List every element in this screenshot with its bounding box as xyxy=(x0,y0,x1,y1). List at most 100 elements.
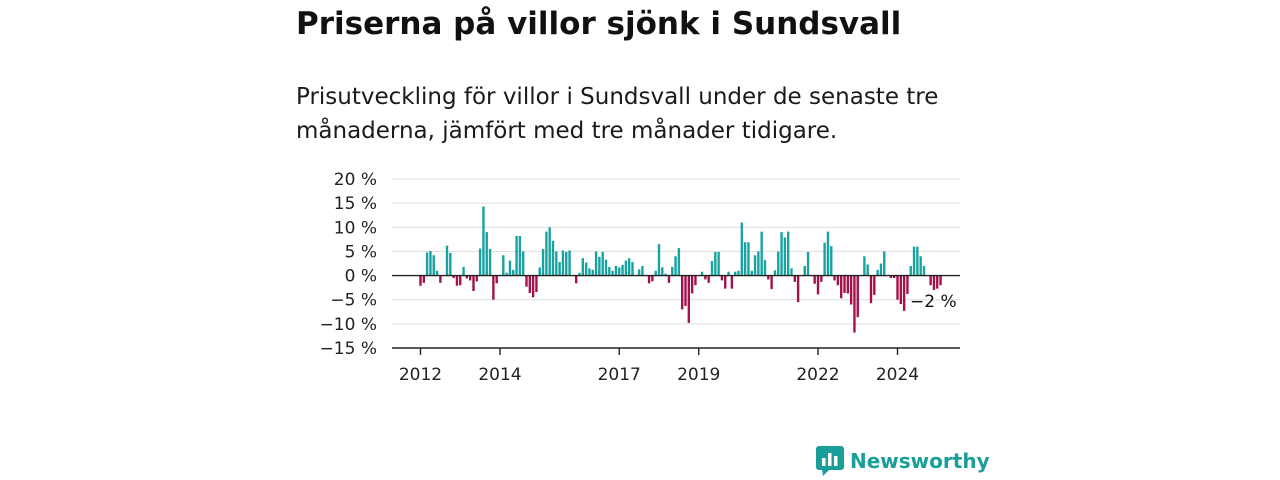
bar xyxy=(478,248,482,276)
bar xyxy=(419,275,422,286)
bar xyxy=(551,240,555,276)
bar xyxy=(677,248,681,276)
bar xyxy=(680,275,684,310)
bar xyxy=(833,275,836,281)
bar xyxy=(796,275,800,303)
bar xyxy=(899,275,903,305)
bar xyxy=(538,267,541,276)
newsworthy-logo-text: Newsworthy xyxy=(850,449,990,473)
bar xyxy=(704,275,707,280)
bar xyxy=(816,275,820,295)
bar xyxy=(594,251,598,276)
bar xyxy=(555,251,558,276)
bar xyxy=(876,269,879,276)
bar xyxy=(558,262,561,276)
bar xyxy=(889,275,893,278)
bar xyxy=(707,275,710,283)
y-tick-label: −5 % xyxy=(330,291,377,311)
bar xyxy=(856,275,859,318)
bar xyxy=(618,267,621,276)
newsworthy-logo-icon xyxy=(816,446,844,476)
bar xyxy=(803,265,806,276)
bar xyxy=(733,271,737,276)
bar xyxy=(717,251,720,276)
bar xyxy=(429,250,432,276)
bar xyxy=(743,242,747,276)
bar xyxy=(608,266,611,276)
bar xyxy=(578,272,581,276)
bar xyxy=(694,275,697,286)
bar xyxy=(906,275,909,294)
bar-chart: 20 %15 %10 %5 %0 %−5 %−10 %−15 % 2012 201… xyxy=(320,170,960,385)
bar xyxy=(873,275,876,295)
bar xyxy=(488,249,492,276)
bar xyxy=(528,275,532,293)
bar xyxy=(627,258,631,276)
bar xyxy=(830,246,833,276)
x-tick-label: 2024 xyxy=(876,365,919,385)
bars xyxy=(419,206,942,333)
bar xyxy=(465,275,469,279)
bar xyxy=(773,270,777,276)
bar xyxy=(932,275,936,291)
bar xyxy=(531,275,535,298)
x-tick-label: 2012 xyxy=(399,365,442,385)
bar xyxy=(452,275,455,278)
bar xyxy=(574,275,578,284)
bar xyxy=(853,275,856,333)
bar xyxy=(651,275,654,282)
bar xyxy=(916,246,919,276)
bar xyxy=(929,275,932,286)
bar xyxy=(780,232,783,276)
bar xyxy=(753,255,757,276)
bar xyxy=(720,275,724,281)
bar xyxy=(757,251,760,276)
y-tick-label: 0 % xyxy=(345,267,377,287)
bar xyxy=(737,270,740,276)
bar xyxy=(505,272,508,276)
bar xyxy=(783,237,787,276)
y-tick-label: −10 % xyxy=(320,315,377,335)
bar xyxy=(624,260,628,276)
bar xyxy=(750,270,753,276)
bar xyxy=(664,273,667,276)
bar xyxy=(637,269,641,276)
bar xyxy=(508,260,512,276)
bar xyxy=(710,261,714,276)
bar xyxy=(647,275,651,284)
bar xyxy=(439,275,442,283)
bar xyxy=(839,275,843,299)
bar xyxy=(843,275,846,293)
bar xyxy=(836,275,840,286)
bar xyxy=(777,251,780,276)
bar xyxy=(485,232,488,276)
bar xyxy=(548,227,551,276)
bar xyxy=(892,275,896,278)
bar xyxy=(786,231,790,276)
bar xyxy=(512,269,515,276)
bar xyxy=(896,275,899,300)
bar xyxy=(763,260,767,276)
bar xyxy=(936,275,939,289)
bar xyxy=(714,251,717,276)
newsworthy-logo[interactable]: Newsworthy xyxy=(816,446,990,476)
bar xyxy=(747,242,750,276)
bar xyxy=(879,263,883,276)
y-tick-label: 15 % xyxy=(334,194,377,214)
bar xyxy=(863,256,866,276)
bar xyxy=(588,268,591,276)
bar xyxy=(883,251,886,276)
bar xyxy=(568,250,571,276)
bar xyxy=(902,275,906,311)
bar xyxy=(919,256,922,276)
chart-subtitle: Prisutveckling för villor i Sundsvall un… xyxy=(296,84,939,144)
bar xyxy=(730,275,734,289)
bar xyxy=(462,266,465,276)
bar xyxy=(565,251,568,276)
bar xyxy=(515,235,518,276)
x-axis: 2012 2014 2017 2019 2022 2024 xyxy=(392,274,960,385)
bar xyxy=(459,275,462,286)
bar xyxy=(727,271,730,276)
bar xyxy=(475,275,479,282)
bar xyxy=(671,266,674,276)
